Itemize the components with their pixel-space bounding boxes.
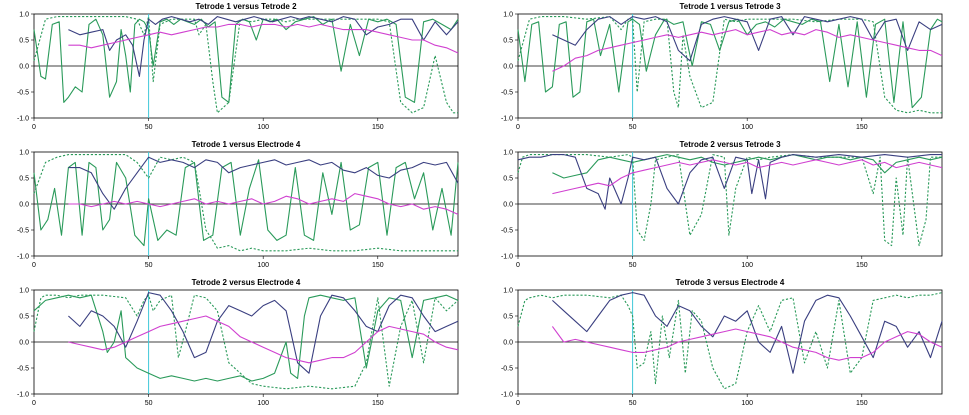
series-line-3: [551, 326, 943, 361]
x-tick-label: 50: [629, 262, 637, 269]
series-line-1: [33, 159, 459, 247]
x-tick-label: 150: [856, 124, 868, 131]
panel-tetrode1-vs-electrode4: Tetrode 1 versus Electrode 4 -1.0 -0.5 0.0 0…: [0, 138, 484, 276]
y-tick-label: 0.5: [503, 176, 513, 183]
y-tick-label: 0.5: [503, 314, 513, 321]
series-line-4: [552, 29, 943, 72]
y-tick-label: -1.0: [17, 254, 29, 261]
x-tick-label: 0: [516, 400, 520, 407]
series-line-4: [68, 23, 459, 54]
panel-tetrode2-vs-tetrode3: Tetrode 2 versus Tetrode 3 -1.0 -0.5 0.0 0.5…: [484, 138, 968, 276]
y-tick-label: -0.5: [17, 90, 29, 97]
series-line-3: [68, 156, 459, 210]
x-tick-label: 100: [741, 262, 753, 269]
x-tick-label: 0: [32, 262, 36, 269]
y-tick-label: 0.0: [19, 340, 29, 347]
series-line-1: [517, 292, 943, 390]
series-line-4: [68, 315, 459, 364]
y-tick-label: 0.5: [19, 314, 29, 321]
x-tick-label: 0: [32, 124, 36, 131]
x-tick-label: 0: [516, 262, 520, 269]
chart-5: Tetrode 2 versus Electrode 4 -1.0 -0.5 0.0 0…: [17, 278, 459, 407]
y-tick-label: -1.0: [501, 392, 513, 399]
y-tick-label: 0.5: [19, 176, 29, 183]
x-tick-label: 50: [629, 124, 637, 131]
y-tick-label: 1.0: [19, 12, 29, 19]
x-tick-label: 50: [145, 124, 153, 131]
y-tick-label: -0.5: [17, 228, 29, 235]
chart-title: Tetrode 2 versus Tetrode 3: [679, 140, 781, 149]
series-line-2: [33, 154, 458, 252]
series-line-3: [68, 292, 459, 374]
y-tick-label: -0.5: [501, 90, 513, 97]
y-tick-label: -1.0: [501, 254, 513, 261]
chart-title: Tetrode 2 versus Electrode 4: [192, 278, 301, 287]
x-tick-label: 50: [145, 400, 153, 407]
x-tick-label: 0: [516, 124, 520, 131]
x-tick-label: 150: [856, 400, 868, 407]
y-tick-label: 1.0: [503, 12, 513, 19]
panel-tetrode2-vs-electrode4: Tetrode 2 versus Electrode 4 -1.0 -0.5 0.0 0…: [0, 276, 484, 414]
y-tick-label: -1.0: [17, 116, 29, 123]
x-tick-label: 100: [741, 400, 753, 407]
y-tick-label: 0.0: [503, 340, 513, 347]
y-tick-label: 0.0: [503, 202, 513, 209]
chart-2: Tetrode 1 versus Tetrode 3 -1.0 -0.5 0.0 0.5…: [501, 2, 943, 131]
y-tick-label: 0.0: [19, 64, 29, 71]
chart-title: Tetrode 1 versus Tetrode 2: [195, 2, 297, 11]
y-tick-label: -0.5: [17, 366, 29, 373]
chart-6: Tetrode 3 versus Electrode 4 -1.0 -0.5 0.0 0…: [501, 278, 943, 407]
y-tick-label: 0.5: [19, 38, 29, 45]
x-tick-label: 50: [629, 400, 637, 407]
x-tick-label: 150: [372, 400, 384, 407]
x-tick-label: 100: [741, 124, 753, 131]
x-tick-label: 50: [145, 262, 153, 269]
series-line-3: [517, 154, 942, 210]
y-tick-label: 1.0: [19, 288, 29, 295]
chart-3: Tetrode 1 versus Electrode 4 -1.0 -0.5 0.0 0…: [17, 140, 459, 269]
chart-1: Tetrode 1 versus Tetrode 2 -1.0 -0.5 0.0 0.5…: [17, 2, 459, 131]
y-tick-label: 1.0: [19, 150, 29, 157]
y-tick-label: 0.0: [503, 64, 513, 71]
x-tick-label: 150: [856, 262, 868, 269]
chart-title: Tetrode 1 versus Tetrode 3: [679, 2, 781, 11]
y-tick-label: 1.0: [503, 288, 513, 295]
series-line-1: [33, 294, 459, 382]
chart-title: Tetrode 1 versus Electrode 4: [192, 140, 301, 149]
y-tick-label: -1.0: [501, 116, 513, 123]
x-tick-label: 150: [372, 262, 384, 269]
series-line-1: [517, 18, 943, 109]
series-line-3: [552, 16, 943, 62]
x-tick-label: 150: [372, 124, 384, 131]
series-line-3: [68, 16, 459, 77]
x-tick-label: 100: [257, 400, 269, 407]
series-line-2: [552, 292, 943, 374]
y-tick-label: -1.0: [17, 392, 29, 399]
series-line-2: [517, 16, 942, 114]
y-tick-label: 1.0: [503, 150, 513, 157]
panel-tetrode1-vs-tetrode2: Tetrode 1 versus Tetrode 2 -1.0 -0.5 0.0 0.5…: [0, 0, 484, 138]
x-tick-label: 0: [32, 400, 36, 407]
y-tick-label: 0.0: [19, 202, 29, 209]
y-tick-label: -0.5: [501, 366, 513, 373]
x-tick-label: 100: [257, 262, 269, 269]
series-line-1: [33, 16, 459, 103]
chart-title: Tetrode 3 versus Electrode 4: [676, 278, 785, 287]
chart-4: Tetrode 2 versus Tetrode 3 -1.0 -0.5 0.0 0.5…: [501, 140, 943, 269]
series-line-2: [33, 294, 459, 390]
panel-tetrode3-vs-electrode4: Tetrode 3 versus Electrode 4 -1.0 -0.5 0.0 0…: [484, 276, 968, 414]
x-tick-label: 100: [257, 124, 269, 131]
series-line-4: [68, 193, 459, 215]
panel-tetrode1-vs-tetrode3: Tetrode 1 versus Tetrode 3 -1.0 -0.5 0.0 0.5…: [484, 0, 968, 138]
y-tick-label: -0.5: [501, 228, 513, 235]
series-line-4: [552, 159, 943, 195]
y-tick-label: 0.5: [503, 38, 513, 45]
series-line-2: [517, 154, 942, 247]
series-line-2: [33, 16, 458, 114]
